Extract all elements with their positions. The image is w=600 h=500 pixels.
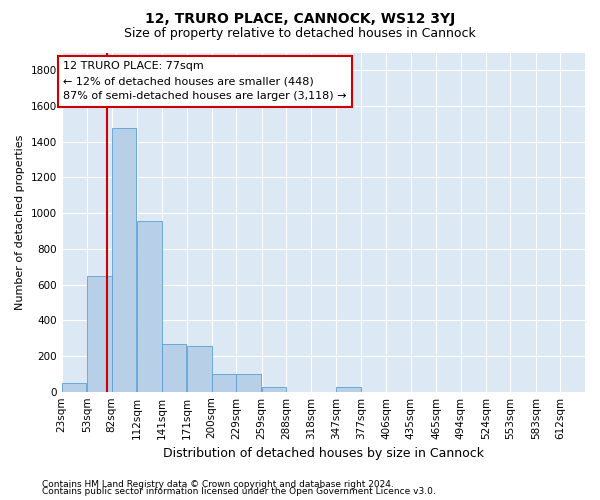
Bar (62, 383, 86, 392)
Bar (137, 221, 161, 392)
Text: Size of property relative to detached houses in Cannock: Size of property relative to detached ho… (124, 28, 476, 40)
Text: Contains HM Land Registry data © Crown copyright and database right 2024.: Contains HM Land Registry data © Crown c… (42, 480, 394, 489)
Y-axis label: Number of detached properties: Number of detached properties (15, 134, 25, 310)
Bar (336, 386, 361, 392)
Bar (212, 374, 236, 392)
Text: Contains public sector information licensed under the Open Government Licence v3: Contains public sector information licen… (42, 488, 436, 496)
Bar (236, 374, 260, 392)
Bar (161, 344, 186, 392)
Bar (187, 346, 212, 392)
Text: 12 TRURO PLACE: 77sqm
← 12% of detached houses are smaller (448)
87% of semi-det: 12 TRURO PLACE: 77sqm ← 12% of detached … (64, 62, 347, 101)
Bar (87, 276, 112, 392)
Text: 12, TRURO PLACE, CANNOCK, WS12 3YJ: 12, TRURO PLACE, CANNOCK, WS12 3YJ (145, 12, 455, 26)
X-axis label: Distribution of detached houses by size in Cannock: Distribution of detached houses by size … (163, 447, 484, 460)
Bar (262, 386, 286, 392)
Bar (112, 128, 136, 392)
